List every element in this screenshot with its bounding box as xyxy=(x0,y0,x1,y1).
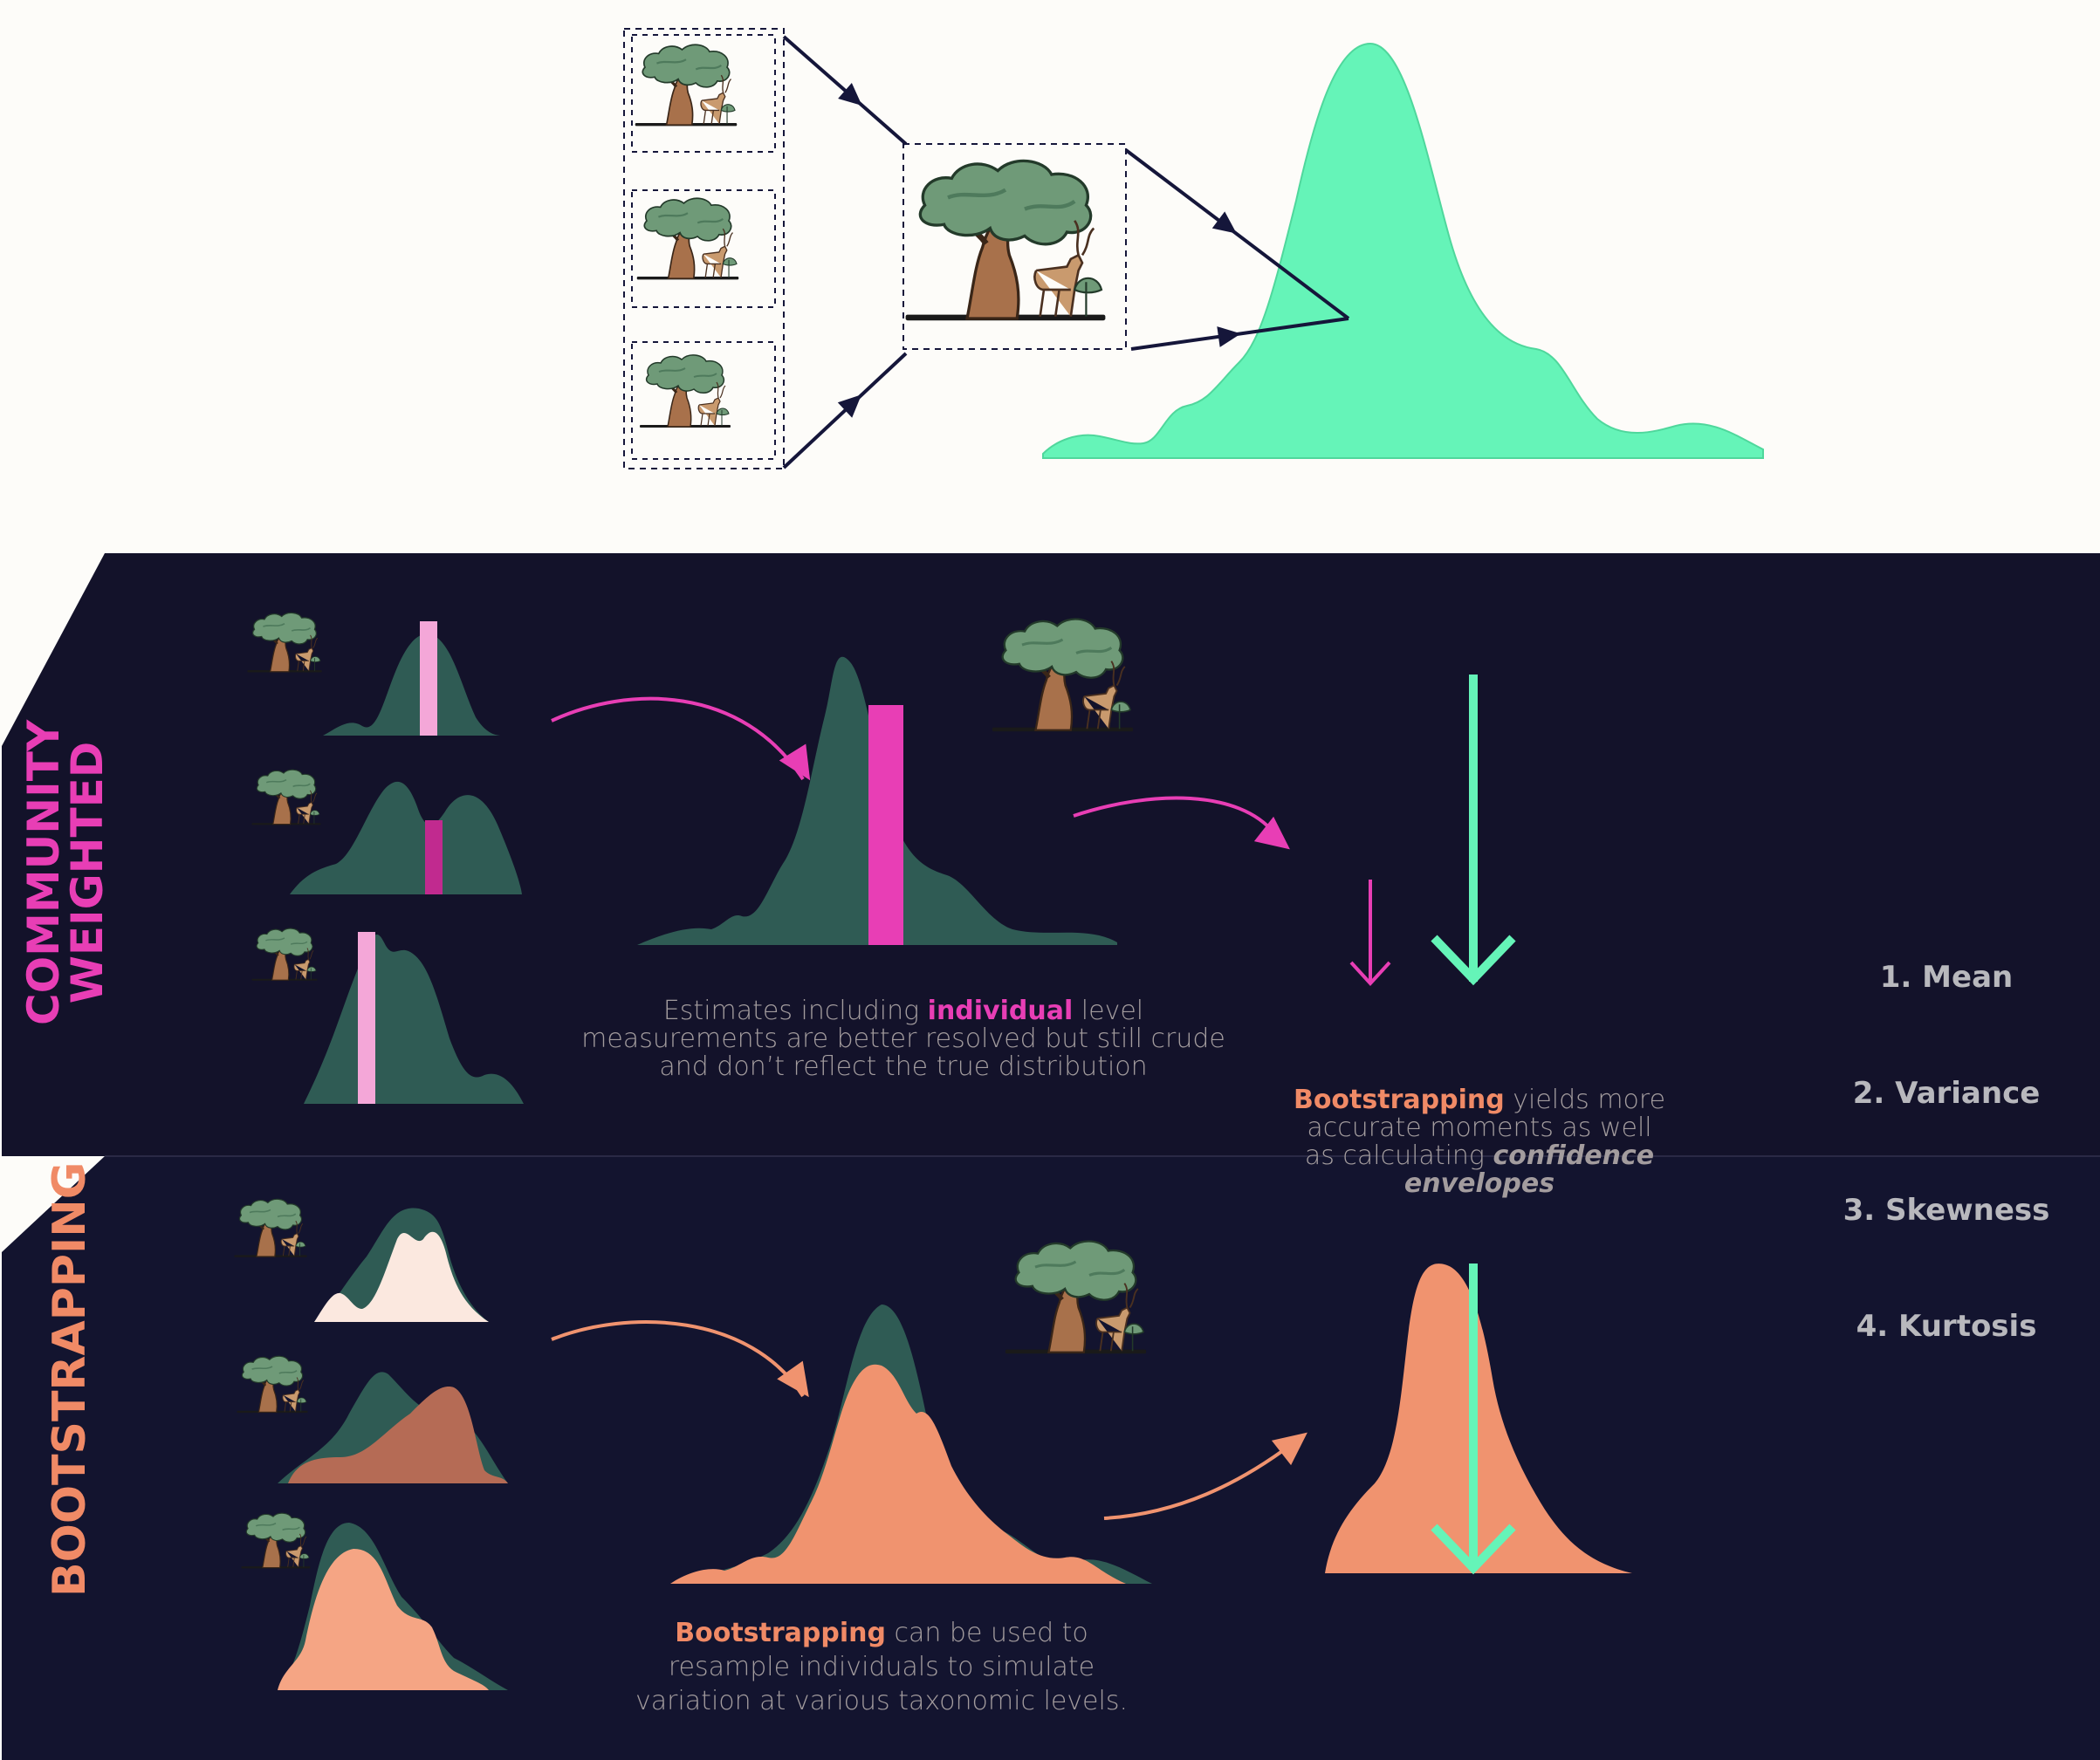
community-small-distributions xyxy=(246,612,524,1104)
estimate-down-arrow xyxy=(1349,880,1391,986)
caption-highlight-bootstrapping: Bootstrapping xyxy=(1293,1085,1505,1115)
moment-skewness: 3. Skewness xyxy=(1843,1193,2050,1228)
moment-mean: 1. Mean xyxy=(1879,960,2014,995)
true-moment-down-arrow xyxy=(1431,1264,1516,1575)
caption-text: can be used to resample individuals to s… xyxy=(635,1618,1128,1716)
caption-text: level measurements are better resolved b… xyxy=(581,996,1225,1082)
aggregate-distribution xyxy=(1042,42,1764,459)
tree-kudu-scene-icon xyxy=(634,43,738,128)
caption-emphasis-confidence: confidence envelopes xyxy=(1403,1140,1655,1199)
bootstrap-final-distribution xyxy=(1325,1264,1632,1573)
tree-kudu-scene-icon xyxy=(635,196,740,282)
community-flow-arrow xyxy=(551,696,805,781)
tree-kudu-scene-icon xyxy=(638,353,732,429)
moment-kurtosis: 4. Kurtosis xyxy=(1856,1309,2037,1344)
community-weighted-label: COMMUNITY WEIGHTED xyxy=(18,716,113,1030)
bootstrapping-panel xyxy=(2,1156,2100,1760)
bootstrap-flow-arrow xyxy=(551,1320,805,1398)
caption-highlight-bootstrapping: Bootstrapping xyxy=(675,1618,886,1648)
true-moment-down-arrow xyxy=(1431,675,1516,986)
community-label-line2: WEIGHTED xyxy=(62,741,113,1004)
bootstrap-small-distributions xyxy=(233,1198,508,1690)
community-label-line1: COMMUNITY xyxy=(18,719,69,1026)
caption-highlight-individual: individual xyxy=(927,996,1074,1026)
tree-kudu-scene-icon xyxy=(906,161,1106,320)
bootstrapping-label: BOOTSTRAPPING xyxy=(44,1161,96,1598)
community-caption: Estimates including individual level mea… xyxy=(576,997,1231,1081)
bootstrapping-caption: Bootstrapping can be used to resample in… xyxy=(611,1616,1152,1718)
caption-text: Estimates including xyxy=(662,996,928,1026)
community-combined-distribution xyxy=(637,656,1117,945)
top-illustration xyxy=(623,28,1764,469)
caption-text: yields more accurate moments as well as … xyxy=(1304,1085,1666,1171)
community-to-moments-arrow xyxy=(1073,796,1276,835)
bootstrap-moments-caption: Bootstrapping yields more accurate momen… xyxy=(1292,1086,1667,1198)
community-frame xyxy=(902,143,1127,350)
moment-variance: 2. Variance xyxy=(1852,1076,2041,1111)
bootstrap-to-moments-arrow xyxy=(1103,1442,1294,1520)
community-panel xyxy=(2,553,2100,1156)
sample-group-frame xyxy=(623,28,785,469)
bootstrap-combined-distribution xyxy=(670,1305,1152,1584)
